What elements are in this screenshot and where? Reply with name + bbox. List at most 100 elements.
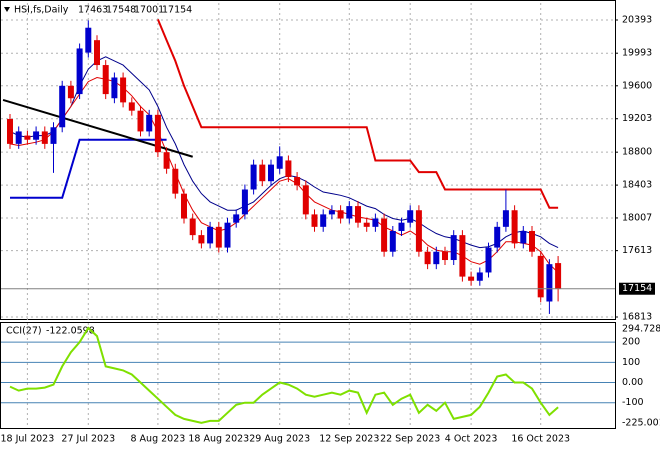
last-price-box: [619, 282, 655, 295]
y-tick-label: 19993: [622, 48, 652, 59]
y-tick-label: 0.00: [622, 377, 643, 388]
y-tick-label: 19600: [622, 80, 652, 91]
candle-body: [372, 218, 379, 227]
candle-body: [476, 272, 483, 281]
y-tick-label: 18007: [622, 212, 652, 223]
close-value: 17154: [162, 5, 192, 16]
line: [10, 138, 167, 199]
x-tick-label: 12 Sep 2023: [319, 434, 379, 445]
candle-body: [172, 168, 179, 194]
candle-body: [207, 226, 214, 244]
candle-body: [494, 226, 501, 248]
x-tick-label: 4 Oct 2023: [445, 434, 498, 445]
trendline: [2, 98, 193, 158]
high-value: 17548: [106, 5, 136, 16]
candle-body: [111, 77, 118, 99]
candle-body: [302, 185, 309, 215]
candle-body: [137, 110, 144, 132]
y-max-label: 294.7283: [622, 324, 660, 335]
candle-body: [198, 235, 205, 244]
candle-body: [59, 85, 66, 128]
y-tick-label: 16813: [622, 312, 652, 323]
candle-body: [381, 218, 388, 252]
candle-body: [24, 135, 31, 140]
candle-body: [450, 235, 457, 261]
chart-title: HSI,fs,Daily: [14, 5, 69, 16]
candle-body: [337, 210, 344, 219]
candle-body: [407, 210, 414, 223]
menu-arrow: [4, 7, 10, 12]
candle-body: [546, 264, 553, 302]
candle-body: [250, 164, 257, 190]
y-tick-label: 17613: [622, 245, 652, 256]
candle-body: [424, 251, 431, 265]
candle-body: [485, 247, 492, 273]
candle-body: [363, 222, 370, 227]
last-price-label: 17154: [622, 283, 652, 294]
candle-body: [294, 177, 301, 186]
candle-body: [389, 230, 396, 252]
candle-body: [33, 131, 40, 140]
y-tick-label: 18800: [622, 147, 652, 158]
candle-body: [224, 222, 231, 248]
x-tick-label: 27 Jul 2023: [61, 434, 115, 445]
candle-body: [398, 222, 405, 231]
candle-body: [233, 214, 240, 223]
candle-body: [346, 206, 353, 219]
x-tick-label: 18 Aug 2023: [188, 434, 249, 445]
y-tick-label: 200: [622, 337, 640, 348]
candle-body: [102, 65, 109, 95]
candle-body: [276, 156, 283, 169]
candle-body: [163, 152, 170, 169]
candle-body: [328, 210, 335, 215]
candle-body: [502, 210, 509, 227]
line: [9, 76, 559, 273]
candle-body: [154, 114, 161, 153]
candle-body: [511, 210, 518, 244]
candle-body: [459, 235, 466, 277]
candle-body: [189, 218, 196, 236]
candle-body: [146, 114, 153, 132]
cci-panel: [0, 322, 616, 429]
x-tick-label: 16 Oct 2023: [511, 434, 570, 445]
y-tick-label: -100: [622, 397, 644, 408]
candle-body: [442, 251, 448, 261]
candle-body: [537, 255, 544, 298]
x-tick-label: 8 Aug 2023: [130, 434, 185, 445]
line: [9, 56, 559, 249]
candle-body: [268, 164, 274, 182]
candle-body: [529, 230, 535, 252]
candle-body: [259, 164, 266, 182]
x-tick-label: 18 Jul 2023: [1, 434, 55, 445]
y-tick-label: 18403: [622, 180, 652, 191]
candle-body: [555, 263, 562, 289]
candle-body: [433, 251, 440, 265]
candle-body: [311, 214, 318, 227]
candle-body: [215, 226, 222, 248]
candle-body: [355, 206, 361, 223]
x-tick-label: 22 Sep 2023: [380, 434, 440, 445]
candle-body: [85, 27, 92, 53]
candle-body: [50, 127, 57, 144]
y-tick-label: 100: [622, 357, 640, 368]
candle-body: [7, 118, 13, 144]
y-tick-label: 20393: [622, 15, 652, 26]
candle-body: [76, 48, 83, 95]
x-tick-label: 29 Aug 2023: [249, 434, 310, 445]
candle-body: [520, 230, 527, 244]
line: [156, 19, 559, 209]
candle-body: [94, 40, 100, 66]
candle-body: [120, 77, 127, 103]
low-value: 17001: [134, 5, 164, 16]
candle-body: [415, 210, 422, 252]
candle-body: [320, 214, 327, 227]
cci-title: CCI(27): [6, 326, 42, 337]
candle-body: [241, 189, 248, 215]
candle-body: [67, 85, 74, 99]
y-tick-label: 19203: [622, 113, 652, 124]
main-panel: [0, 0, 616, 320]
cci-current: -122.0598: [46, 326, 95, 337]
